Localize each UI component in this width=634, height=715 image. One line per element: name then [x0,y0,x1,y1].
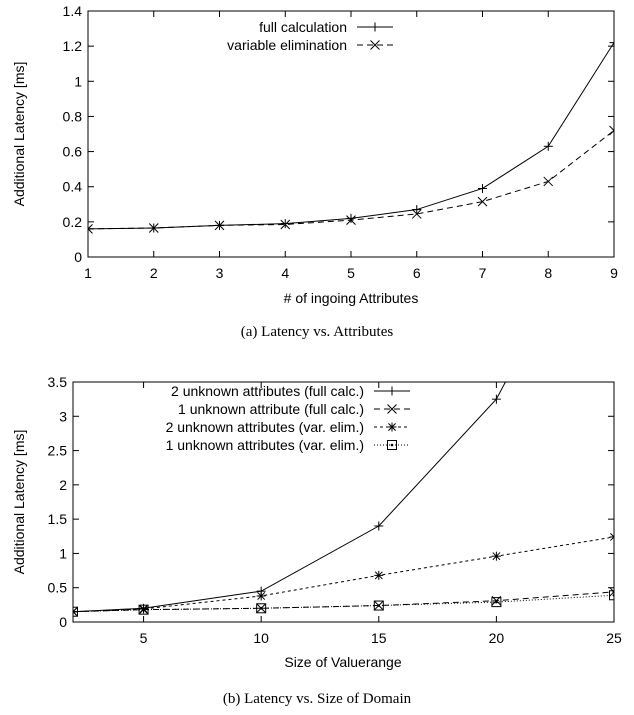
data-point-4-3 [256,603,267,614]
x-tick-label: 7 [479,265,487,281]
data-point-1-9 [609,38,614,48]
x-tick-label: 8 [544,265,552,281]
legend-label-2: variable elimination [227,37,347,53]
data-point-2-5 [346,215,356,225]
x-tick-label: 9 [610,265,618,281]
y-tick-label: 0 [74,249,82,265]
data-point-1-8 [543,141,553,151]
y-tick-label: 0.5 [48,580,68,596]
chart-b-caption: (b) Latency vs. Size of Domain [223,691,412,707]
chart-b-x-axis-label: Size of Valuerange [284,654,401,670]
data-point-3-6 [609,532,614,542]
data-point-2-9 [609,125,614,136]
data-point-4-1 [73,606,78,617]
data-point-4-6 [609,590,614,601]
y-tick-label: 1.4 [63,3,83,19]
data-point-2-2 [148,223,159,233]
data-point-1-4 [280,219,290,229]
y-tick-label: 1 [74,73,82,89]
data-point-1-6 [412,205,422,215]
data-point-2-7 [477,196,488,207]
chart-b-series [73,382,614,617]
y-tick-label: 3.5 [48,374,68,390]
legend-marker-1 [387,386,397,396]
data-point-3-3 [256,591,266,601]
data-point-1-5 [346,213,356,223]
x-tick-label: 20 [489,630,505,646]
legend-marker-2 [387,404,397,414]
series-clip-group [73,382,614,617]
legend-marker-2 [370,40,380,50]
legend-label-1: full calculation [259,19,347,35]
data-point-1-5 [491,394,501,404]
data-point-2-6 [609,586,614,597]
data-point-2-1 [88,224,93,234]
x-tick-label: 4 [281,265,289,281]
chart-b-plot-frame [72,381,615,623]
x-tick-label: 10 [253,630,269,646]
data-point-2-8 [543,176,554,187]
legend-label-3: 2 unknown attributes (var. elim.) [166,419,364,435]
x-tick-label: 5 [347,265,355,281]
data-point-3-5 [491,551,501,561]
legend-label-2: 1 unknown attribute (full calc.) [178,401,364,417]
data-point-4-5 [491,597,502,608]
y-tick-label: 2.5 [48,443,68,459]
chart-b: 0 0.5 1 1.5 2 2.5 3 3.5 5 10 15 20 25 2 unknown attr… [11,374,622,707]
y-tick-label: 0.8 [63,108,83,124]
y-tick-label: 0 [59,614,67,630]
y-tick-label: 0.4 [63,179,83,195]
data-point-3-4 [374,570,384,580]
legend-marker-4 [387,440,397,450]
legend-marker-1 [370,22,380,32]
data-point-1-4 [374,521,384,531]
y-tick-label: 1.5 [48,511,68,527]
x-tick-label: 25 [606,630,622,646]
chart-a-series [88,38,614,234]
data-point-3-1 [73,607,78,617]
chart-b-y-axis-label: Additional Latency [ms] [11,430,27,575]
chart-a-x-axis-label: # of ingoing Attributes [284,290,419,306]
chart-b-ticks: 0 0.5 1 1.5 2 2.5 3 3.5 5 10 15 20 25 [48,374,622,646]
series-clip-group [88,38,614,234]
series-line-1 [88,42,614,230]
data-point-4-2 [138,604,149,615]
series-line-1 [73,382,507,613]
data-point-2-4 [280,219,291,230]
y-tick-label: 0.2 [63,214,83,230]
x-tick-label: 5 [140,630,148,646]
chart-a: 0 0.2 0.4 0.6 0.8 1 1.2 1.4 1 2 3 4 5 6 7 8 9 full calcu… [11,3,619,340]
x-tick-label: 1 [84,265,92,281]
y-tick-label: 2 [59,477,67,493]
legend-marker-3 [387,422,397,432]
x-tick-label: 15 [371,630,387,646]
series-line-2 [73,591,614,613]
chart-a-y-axis-label: Additional Latency [ms] [11,62,27,207]
chart-a-legend: full calculation variable elimination [227,19,393,53]
legend-label-1: 2 unknown attributes (full calc.) [171,383,364,399]
series-line-3 [73,536,614,613]
chart-a-ticks: 0 0.2 0.4 0.6 0.8 1 1.2 1.4 1 2 3 4 5 6 7 8 9 [63,3,619,281]
data-point-4-4 [373,600,384,611]
y-tick-label: 1.2 [63,38,83,54]
y-tick-label: 0.6 [63,144,83,160]
legend-label-4: 1 unknown attributes (var. elim.) [166,437,364,453]
x-tick-label: 2 [150,265,158,281]
y-tick-label: 1 [59,545,67,561]
data-point-2-6 [411,209,422,219]
y-tick-label: 3 [59,408,67,424]
data-point-2-3 [214,220,225,231]
chart-b-legend: 2 unknown attributes (full calc.) 1 unkno… [166,383,410,453]
data-point-1-7 [478,183,487,193]
x-tick-label: 3 [216,265,224,281]
x-tick-label: 6 [413,265,421,281]
chart-a-caption: (a) Latency vs. Attributes [241,324,394,340]
